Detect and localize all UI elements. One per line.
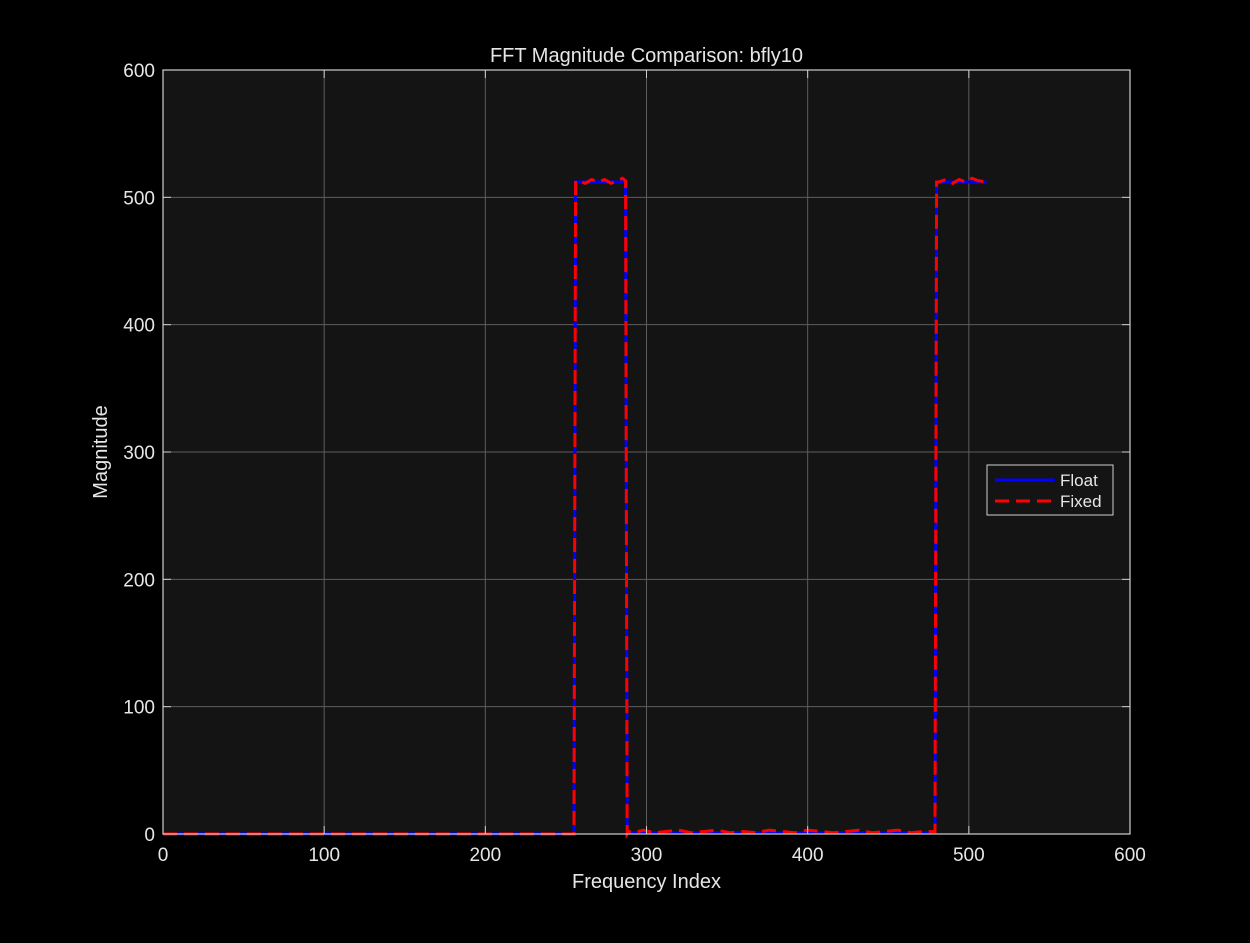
chart-title: FFT Magnitude Comparison: bfly10 — [490, 45, 803, 67]
x-tick-label: 0 — [158, 845, 169, 866]
legend-label-fixed: Fixed — [1060, 492, 1102, 511]
legend-box — [986, 464, 1114, 516]
grid-lines — [163, 70, 1130, 834]
legend-label-float: Float — [1060, 471, 1098, 490]
x-tick-label: 500 — [953, 845, 985, 866]
y-tick-label: 100 — [123, 698, 155, 719]
x-tick-label: 100 — [308, 845, 340, 866]
y-tick-label: 600 — [123, 61, 155, 82]
x-tick-label: 300 — [631, 845, 663, 866]
y-tick-label: 300 — [123, 443, 155, 464]
x-tick-label: 600 — [1114, 845, 1146, 866]
y-axis-label: Magnitude — [90, 405, 112, 498]
legend: Float Fixed — [986, 464, 1114, 516]
x-tick-label: 400 — [792, 845, 824, 866]
y-tick-label: 400 — [123, 316, 155, 337]
y-tick-label: 200 — [123, 570, 155, 591]
x-tick-label: 200 — [469, 845, 501, 866]
series-line-fixed — [163, 176, 987, 840]
x-axis-label: Frequency Index — [572, 871, 721, 893]
series-line-float — [163, 180, 987, 838]
y-tick-label: 500 — [123, 188, 155, 209]
plot-series — [163, 176, 987, 840]
axis-ticks: 0 100 200 300 400 500 600 0 100 200 300 400 500 600 — [123, 61, 1146, 866]
y-tick-label: 0 — [144, 825, 155, 846]
